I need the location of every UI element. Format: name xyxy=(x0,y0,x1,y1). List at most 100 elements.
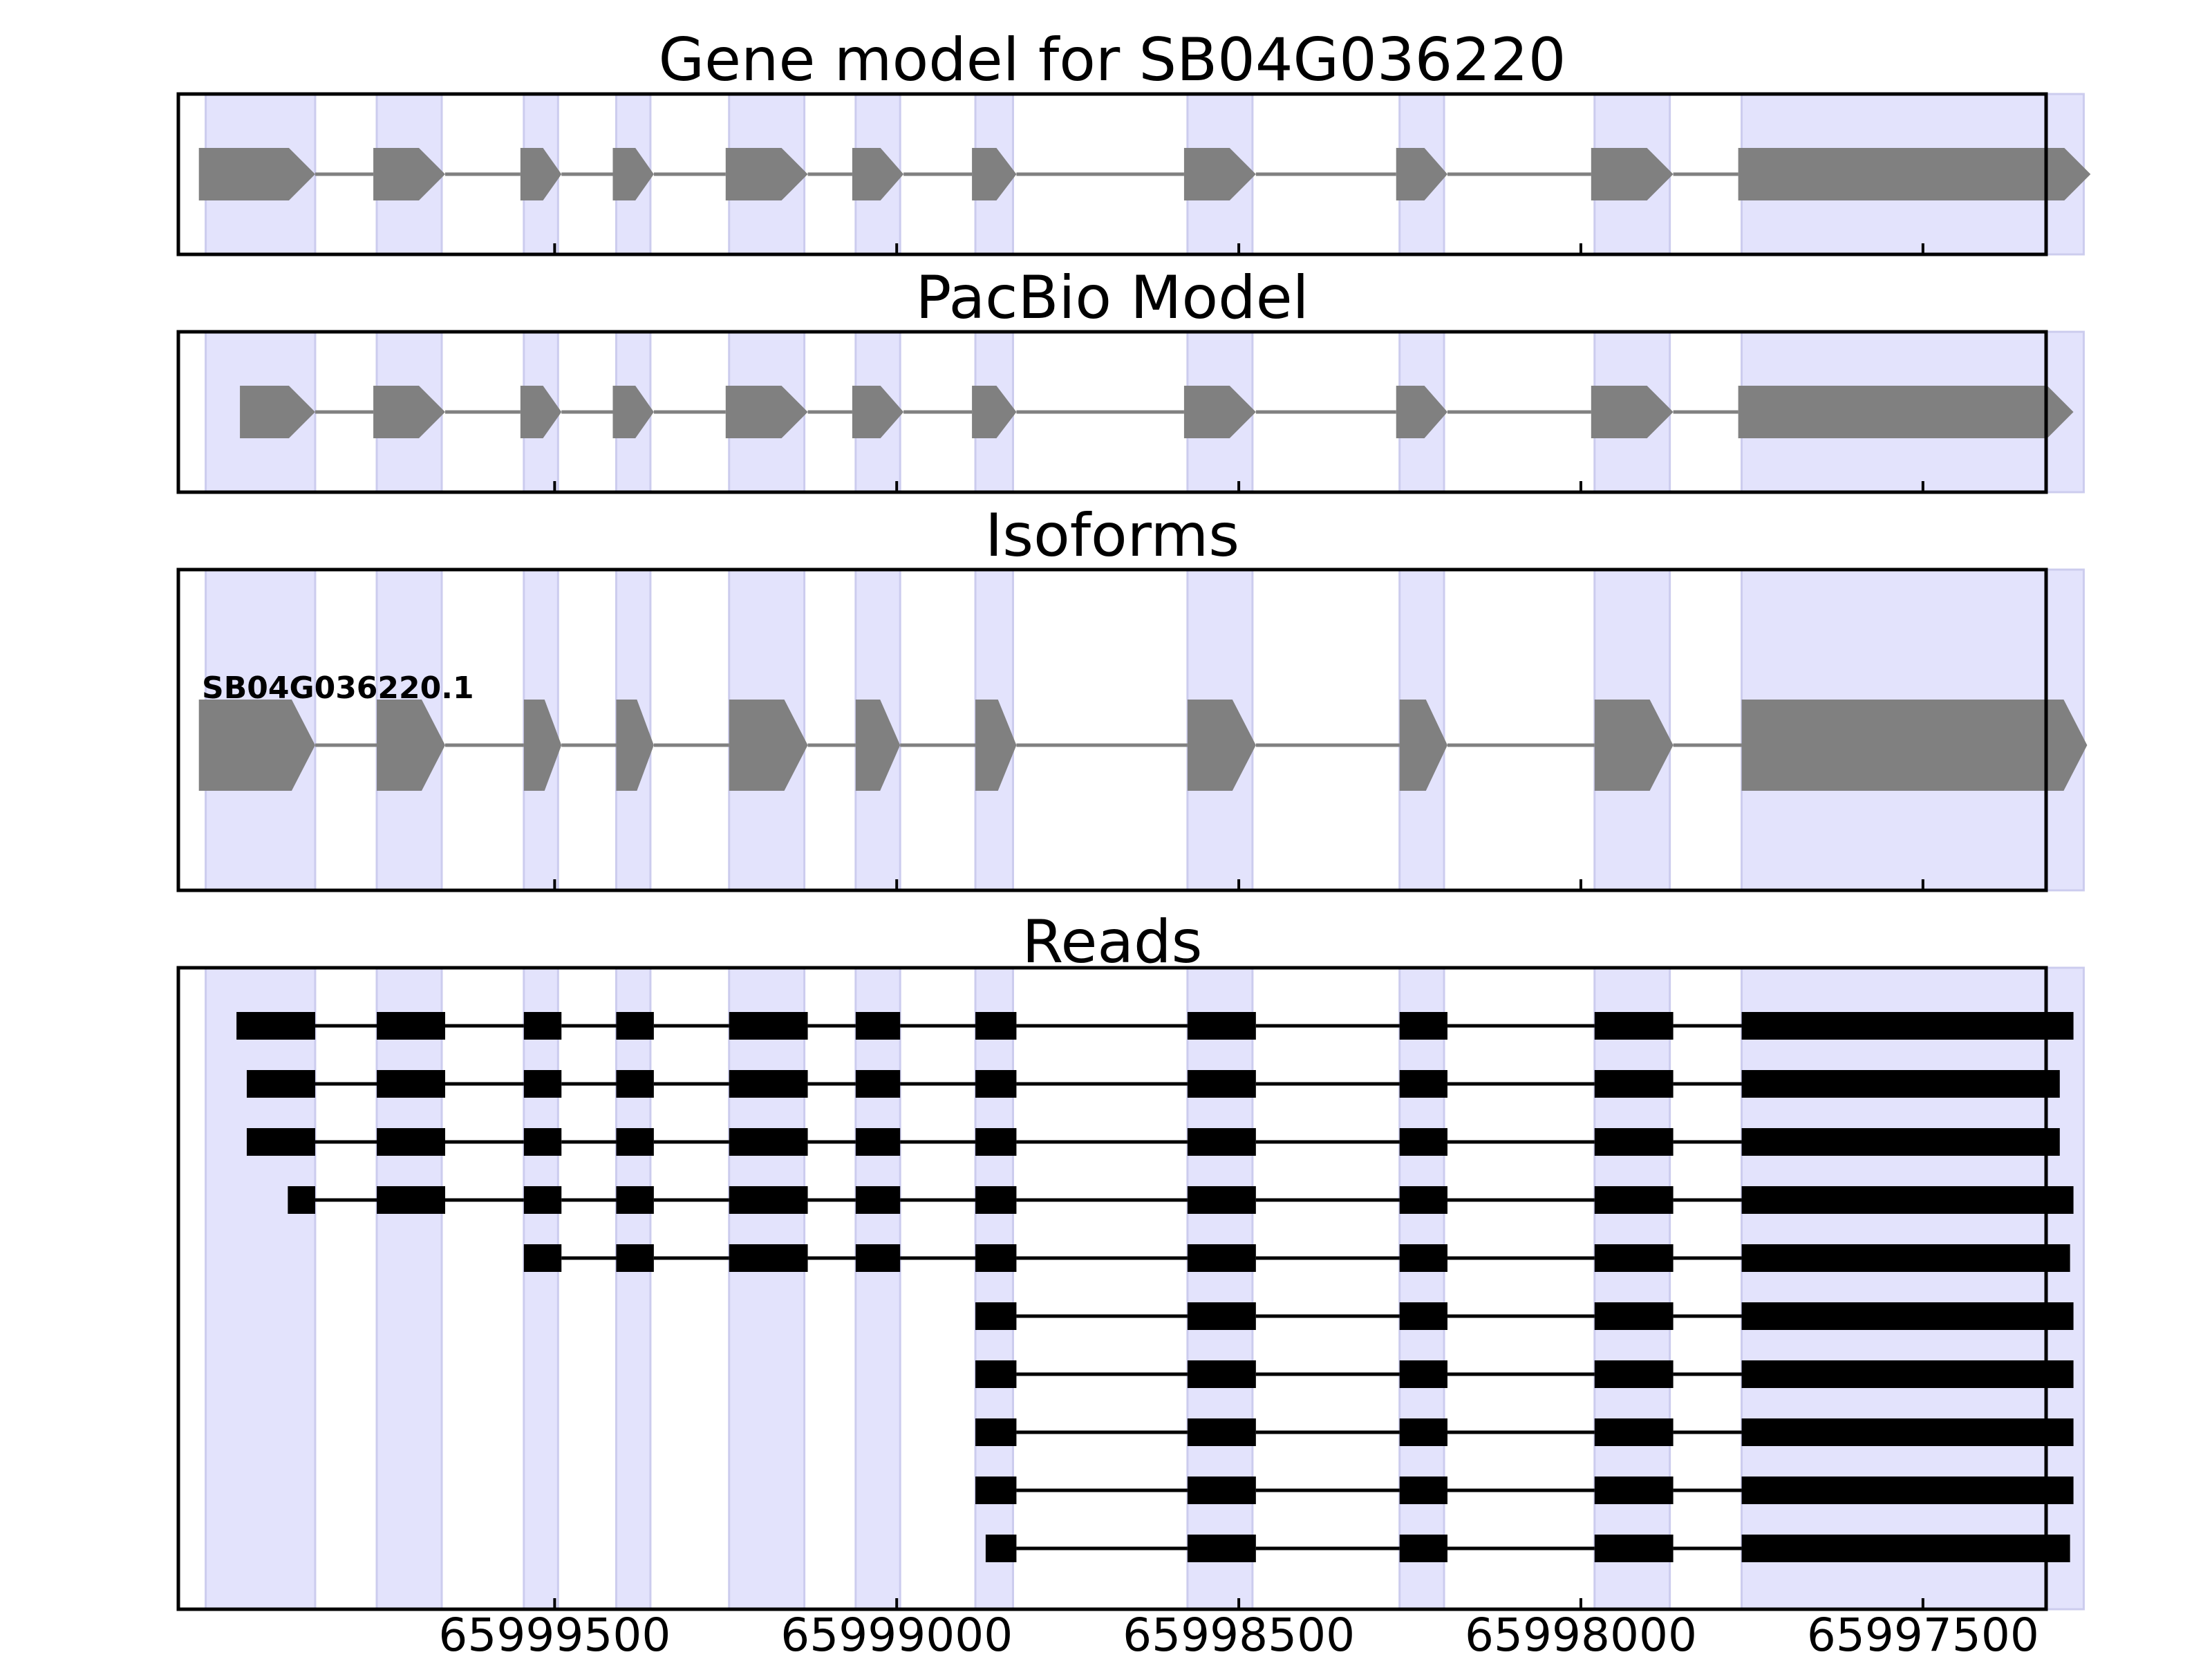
read-exon-block xyxy=(1741,1302,2074,1330)
read-exon-block xyxy=(1399,1186,1447,1214)
exon-block xyxy=(855,700,901,791)
exon-block xyxy=(198,148,315,200)
read-exon-block xyxy=(855,1070,901,1098)
read-exon-block xyxy=(1187,1302,1256,1330)
exon-shade xyxy=(375,966,443,1611)
gene-marks xyxy=(198,148,2091,1562)
read-exon-block xyxy=(616,1128,654,1156)
exon-shade xyxy=(1593,966,1671,1611)
read-exon-block xyxy=(523,1012,562,1040)
read-exon-block xyxy=(975,1418,1017,1446)
read-exon-block xyxy=(1399,1535,1447,1562)
read-exon-block xyxy=(1187,1244,1256,1272)
panel-title-reads: Reads xyxy=(1022,908,1203,977)
exon-shade xyxy=(1741,966,2085,1611)
read-exon-block xyxy=(1594,1012,1674,1040)
read-exon-block xyxy=(1741,1012,2074,1040)
read-exon-block xyxy=(729,1244,808,1272)
exon-block xyxy=(725,148,808,200)
read-exon-block xyxy=(236,1012,315,1040)
read-exon-block xyxy=(616,1012,654,1040)
exon-block xyxy=(975,700,1017,791)
exon-block xyxy=(972,148,1017,200)
read-exon-block xyxy=(1399,1360,1447,1388)
read-exon-block xyxy=(523,1128,562,1156)
read-exon-block xyxy=(1741,1360,2074,1388)
read-exon-block xyxy=(1399,1418,1447,1446)
read-exon-block xyxy=(523,1070,562,1098)
exon-block xyxy=(1183,148,1256,200)
read-exon-block xyxy=(1741,1128,2060,1156)
exon-block xyxy=(1591,386,1674,438)
panel-frame xyxy=(176,568,2048,892)
read-exon-block xyxy=(855,1012,901,1040)
axis-ticks xyxy=(553,243,1924,1609)
panel-frame xyxy=(176,966,2048,1611)
read-exon-block xyxy=(288,1186,315,1214)
read-exon-block xyxy=(1594,1186,1674,1214)
read-exon-block xyxy=(1399,1244,1447,1272)
read-exon-block xyxy=(1187,1477,1256,1504)
read-exon-block xyxy=(855,1128,901,1156)
panel-title-pacbio-model: PacBio Model xyxy=(915,263,1309,332)
read-exon-block xyxy=(975,1128,1017,1156)
exon-shade xyxy=(523,966,559,1611)
read-exon-block xyxy=(1187,1012,1256,1040)
exon-block xyxy=(852,386,904,438)
panel-frames xyxy=(176,92,2048,1611)
read-exon-block xyxy=(1399,1070,1447,1098)
chart-text: Gene model for SB04G036220 PacBio Model … xyxy=(202,26,2039,1659)
read-exon-block xyxy=(1741,1186,2074,1214)
read-exon-block xyxy=(1399,1477,1447,1504)
read-exon-block xyxy=(616,1186,654,1214)
exon-shade xyxy=(1398,966,1445,1611)
exon-shade xyxy=(1186,966,1254,1611)
read-exon-block xyxy=(1594,1418,1674,1446)
read-exon-block xyxy=(1399,1302,1447,1330)
exon-block xyxy=(1591,148,1674,200)
x-tick-label: 65998500 xyxy=(1123,1609,1355,1659)
panel-title-isoforms: Isoforms xyxy=(985,501,1239,570)
read-exon-block xyxy=(1594,1244,1674,1272)
read-exon-block xyxy=(975,1186,1017,1214)
exon-block xyxy=(1187,700,1256,791)
exon-shade xyxy=(615,966,652,1611)
isoform-label: SB04G036220.1 xyxy=(202,671,474,706)
exon-block xyxy=(1399,700,1447,791)
read-exon-block xyxy=(1187,1128,1256,1156)
read-exon-block xyxy=(1187,1070,1256,1098)
exon-block xyxy=(377,700,445,791)
read-exon-block xyxy=(616,1070,654,1098)
read-exon-block xyxy=(377,1186,445,1214)
panel-title-gene-model: Gene model for SB04G036220 xyxy=(659,26,1566,95)
exon-block xyxy=(1183,386,1256,438)
exon-shade xyxy=(974,966,1014,1611)
exon-block xyxy=(240,386,315,438)
read-exon-block xyxy=(1741,1070,2060,1098)
read-exon-block xyxy=(985,1535,1017,1562)
read-exon-block xyxy=(729,1012,808,1040)
read-exon-block xyxy=(1741,1535,2070,1562)
exon-block xyxy=(1741,700,2088,791)
read-exon-block xyxy=(855,1186,901,1214)
read-exon-block xyxy=(975,1012,1017,1040)
read-exon-block xyxy=(1594,1302,1674,1330)
read-exon-block xyxy=(377,1012,445,1040)
exon-block xyxy=(1738,386,2074,438)
read-exon-block xyxy=(246,1128,315,1156)
exon-block xyxy=(725,386,808,438)
read-exon-block xyxy=(975,1070,1017,1098)
read-exon-block xyxy=(1594,1128,1674,1156)
read-exon-block xyxy=(729,1070,808,1098)
read-exon-block xyxy=(523,1186,562,1214)
exon-block xyxy=(373,386,445,438)
read-exon-block xyxy=(616,1244,654,1272)
read-exon-block xyxy=(975,1302,1017,1330)
read-exon-block xyxy=(855,1244,901,1272)
read-exon-block xyxy=(1594,1360,1674,1388)
x-tick-label: 65997500 xyxy=(1807,1609,2039,1659)
exon-block xyxy=(1738,148,2091,200)
read-exon-block xyxy=(729,1128,808,1156)
exon-block xyxy=(612,148,654,200)
